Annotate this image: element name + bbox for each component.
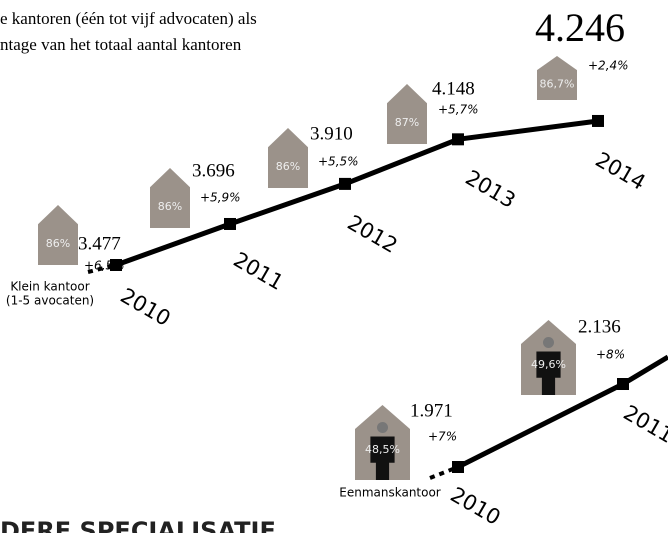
growth-label: +5,5%: [318, 155, 359, 169]
house-icon: [537, 56, 577, 100]
year-label: 2013: [461, 165, 519, 213]
share-label: 86%: [158, 200, 182, 213]
line: [456, 381, 625, 470]
year-label: 2012: [343, 210, 401, 258]
value-label: 1.971: [410, 400, 453, 421]
share-label: 49,6%: [531, 358, 566, 371]
growth-label: +8%: [596, 348, 625, 362]
series-subname: (1-5 avocaten): [6, 294, 94, 308]
growth-label: +6,5%: [84, 259, 125, 273]
share-label: 48,5%: [365, 443, 400, 456]
value-label: 4.246: [535, 5, 625, 50]
year-label: 2010: [116, 283, 174, 331]
header-line: ntage van het totaal aantal kantoren: [0, 35, 242, 54]
point: [452, 133, 464, 146]
year-label: 2010: [446, 482, 504, 530]
person-head: [543, 337, 554, 348]
share-label: 87%: [395, 116, 419, 129]
house-icon: [38, 205, 78, 265]
value-label: 3.910: [310, 123, 353, 144]
growth-label: +5,9%: [200, 191, 241, 205]
point: [617, 378, 629, 391]
share-label: 86,7%: [540, 78, 575, 91]
year-label: 2014: [591, 147, 649, 195]
point: [224, 217, 236, 230]
value-label: 3.696: [192, 160, 235, 181]
point: [110, 259, 122, 271]
growth-label: +2,4%: [588, 59, 629, 73]
point: [452, 461, 464, 473]
person-body: [536, 351, 561, 395]
person-head: [377, 422, 388, 433]
growth-label: +7%: [428, 430, 457, 444]
value-label: 2.136: [578, 316, 621, 337]
point: [339, 177, 351, 190]
house-icon: [150, 168, 190, 228]
header-line: e kantoren (één tot vijf advocaten) als: [0, 9, 257, 28]
year-label: 2011: [229, 247, 287, 295]
house-icon: [387, 84, 427, 144]
point: [592, 114, 604, 127]
share-label: 86%: [46, 237, 70, 250]
share-label: 86%: [276, 160, 300, 173]
value-label: 3.477: [78, 233, 121, 254]
line-tail: [621, 354, 668, 387]
footer-heading: DERE SPECIALISATIE: [0, 517, 276, 533]
value-label: 4.148: [432, 78, 475, 99]
series-name: Klein kantoor: [10, 280, 89, 294]
person-body: [370, 436, 395, 480]
series-name: Eenmanskantoor: [339, 486, 441, 500]
growth-label: +5,7%: [438, 103, 479, 117]
house-icon: [268, 128, 308, 188]
year-label: 2011: [619, 400, 668, 448]
